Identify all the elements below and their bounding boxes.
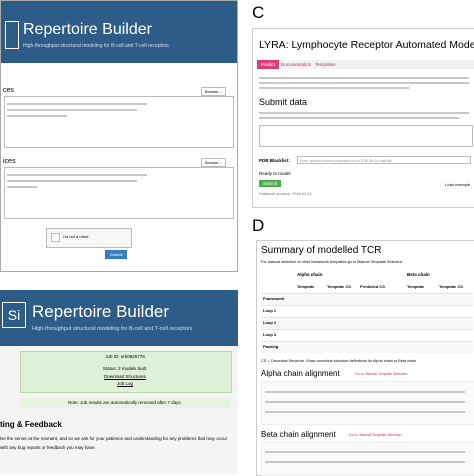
logo: Si — [2, 302, 26, 328]
status: Status: 2 models built. — [102, 366, 148, 371]
submit-button[interactable]: Submit — [105, 250, 128, 259]
lyra-panel: LYRA: Lymphocyte Receptor Automated Mode… — [252, 28, 474, 208]
header — [1, 1, 237, 63]
alignment — [261, 381, 474, 425]
tab[interactable]: Templates — [315, 62, 336, 67]
job-id: Job ID: erb0825778 — [105, 354, 145, 359]
section-title: ting & Feedback — [0, 420, 62, 429]
result-panel: Si Repertoire Builder High-throughput st… — [0, 290, 238, 474]
header — [0, 290, 238, 346]
blacklist-input[interactable]: Enter optional comma separated list of P… — [297, 156, 471, 164]
heading: Submit data — [259, 97, 308, 107]
group-header: Beta chain — [407, 272, 430, 277]
title: LYRA: Lymphocyte Receptor Automated Mode… — [259, 39, 474, 51]
download-link[interactable]: Download Structures — [104, 374, 146, 379]
column-header: Template — [407, 284, 425, 289]
note: Note: Job results are automatically remo… — [20, 398, 230, 408]
group-header: Alpha chain — [297, 272, 323, 277]
column-header: Template — [297, 284, 315, 289]
table-row: Loop 2 — [261, 317, 473, 329]
summary-panel: Summary of modelled TCR For manual selec… — [256, 240, 474, 476]
tab[interactable]: Documentation — [281, 62, 312, 67]
title: Repertoire Builder — [32, 302, 170, 321]
form-panel: Repertoire Builder High-throughput struc… — [0, 0, 238, 272]
row-label: Packing — [263, 344, 279, 349]
table-row: Loop 3 — [261, 329, 473, 341]
subtitle: High-throughput structural modeling for … — [32, 326, 193, 332]
nav — [257, 60, 474, 69]
browse-button[interactable]: Browse... — [201, 158, 226, 167]
row-label: Framework — [263, 296, 285, 301]
title: Summary of modelled TCR — [261, 245, 382, 256]
row-label: Loop 2 — [263, 320, 277, 325]
label: ices — [3, 158, 16, 165]
row-label: Loop 3 — [263, 332, 277, 337]
label: PDB Blacklist: — [259, 158, 290, 163]
panel-label: C — [252, 3, 265, 22]
row-label: Loop 1 — [263, 308, 277, 313]
browse-button[interactable]: Browse... — [201, 87, 226, 96]
table-row: Packing — [261, 341, 473, 353]
title: Repertoire Builder — [23, 21, 152, 38]
updated: Database updated: 2016-04-14 — [259, 192, 312, 196]
column-header: Template CS — [327, 284, 351, 289]
table-body: Framework Loop 1 Loop 2 Loop 3 Packing — [261, 293, 473, 353]
column-header: Predicted CS — [360, 284, 385, 289]
panel-label: D — [252, 216, 265, 235]
link[interactable]: Go to: Manual Template Selection — [355, 372, 408, 376]
sequence-input[interactable] — [259, 125, 473, 147]
subtitle: High-throughput structural modeling for … — [23, 43, 169, 49]
tab[interactable]: Predict — [257, 60, 280, 69]
status-box — [20, 351, 232, 393]
submit-button[interactable]: Submit — [259, 180, 282, 187]
note: CS = Canonical Structure. Show canonical… — [261, 359, 417, 363]
logo — [5, 21, 19, 49]
text: lve the server at the moment, and so we … — [0, 436, 228, 441]
captcha-text: I'm not a robot — [63, 234, 89, 239]
heading: Alpha chain alignment — [261, 369, 340, 378]
column-header: Template CS — [439, 284, 463, 289]
alignment — [261, 442, 474, 476]
heading: Beta chain alignment — [261, 430, 336, 439]
status: Ready to model — [259, 171, 291, 176]
link[interactable]: Go to: Manual Template Selection — [349, 433, 402, 437]
checkbox[interactable] — [51, 233, 60, 242]
note: For manual selection of other framework … — [261, 260, 403, 264]
table-row: Loop 1 — [261, 305, 473, 317]
table-row: Framework — [261, 293, 473, 305]
label: ces — [3, 87, 14, 94]
example-link[interactable]: Load example — [445, 182, 471, 187]
text: with any bug reports or feedback you may… — [0, 445, 96, 450]
captcha — [46, 228, 132, 248]
log-link[interactable]: Job Log — [116, 381, 133, 386]
